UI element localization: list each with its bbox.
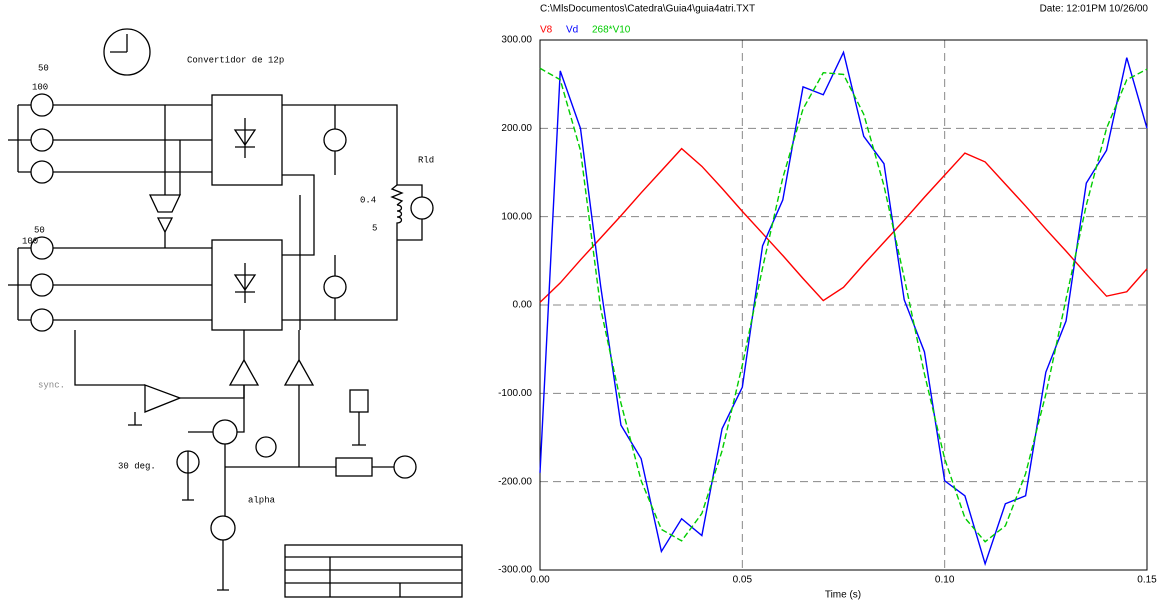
title-block-rows xyxy=(285,556,462,597)
wires xyxy=(182,385,394,591)
clock xyxy=(103,28,151,76)
series-line xyxy=(539,147,1148,303)
x-axis-title: Time (s) xyxy=(825,590,861,601)
source xyxy=(30,93,54,117)
file-path: C:\MlsDocumentos\Catedra\Guia4\guia4atri… xyxy=(540,4,755,15)
label: 100 xyxy=(32,82,48,92)
label: sync. xyxy=(38,380,65,390)
x-tick-label: 0.15 xyxy=(1137,575,1157,586)
legend-entry: V8 xyxy=(540,25,553,36)
wires xyxy=(8,104,212,173)
wires xyxy=(8,247,212,321)
label: 0.4 xyxy=(360,195,376,205)
wires xyxy=(128,330,300,426)
thyristor xyxy=(233,263,257,303)
rl-load xyxy=(390,184,404,240)
y-tick-label: -100.00 xyxy=(498,388,532,399)
voltmeter xyxy=(255,436,277,458)
source xyxy=(30,273,54,297)
y-tick-label: 0.00 xyxy=(513,300,533,311)
date: Date: 12:01PM 10/26/00 xyxy=(1040,4,1149,15)
alpha-controller xyxy=(283,358,315,386)
wires xyxy=(282,104,423,321)
y-tick-label: 200.00 xyxy=(501,123,532,134)
label: Rld xyxy=(418,155,434,165)
converter xyxy=(211,94,283,186)
sine-source xyxy=(210,515,236,541)
x-tick-label: 0.10 xyxy=(935,575,955,586)
x-tick-label: 0.05 xyxy=(733,575,753,586)
chart: -300.00 -200.00 -100.00 0.00 100.00 200.00 300… xyxy=(498,25,1157,586)
clock-hands xyxy=(110,34,128,53)
y-tick-label: -300.00 xyxy=(498,565,532,576)
title-block xyxy=(284,544,463,598)
plot-frame xyxy=(539,39,1148,571)
block xyxy=(335,457,373,477)
schematic xyxy=(8,28,463,598)
voltmeter xyxy=(323,275,347,299)
source xyxy=(30,160,54,184)
series-line xyxy=(539,50,1148,567)
wires xyxy=(74,105,301,386)
label: 50 xyxy=(38,63,49,73)
transformer xyxy=(148,194,182,213)
thyristor xyxy=(233,118,257,158)
label: 5 xyxy=(372,223,377,233)
voltmeter xyxy=(323,128,347,152)
scope xyxy=(393,455,417,479)
buffer xyxy=(156,217,174,234)
label: 50 xyxy=(34,225,45,235)
y-tick-label: -200.00 xyxy=(498,476,532,487)
converter xyxy=(211,239,283,331)
legend-entry: 268*V10 xyxy=(592,25,631,36)
label: 30 deg. xyxy=(118,461,156,471)
source xyxy=(30,308,54,332)
legend-entry: Vd xyxy=(566,25,578,36)
source xyxy=(30,236,54,260)
summer xyxy=(212,419,238,445)
voltmeter xyxy=(410,196,434,220)
series-line xyxy=(539,67,1148,543)
comparator xyxy=(144,384,182,413)
source xyxy=(30,128,54,152)
label: Convertidor de 12p xyxy=(187,55,284,65)
y-tick-label: 300.00 xyxy=(501,35,532,46)
alpha-controller xyxy=(228,358,260,386)
label: 100 xyxy=(22,236,38,246)
y-tick-label: 100.00 xyxy=(501,211,532,222)
step-source xyxy=(349,389,369,413)
x-tick-label: 0.00 xyxy=(530,575,550,586)
label: alpha xyxy=(248,495,276,505)
